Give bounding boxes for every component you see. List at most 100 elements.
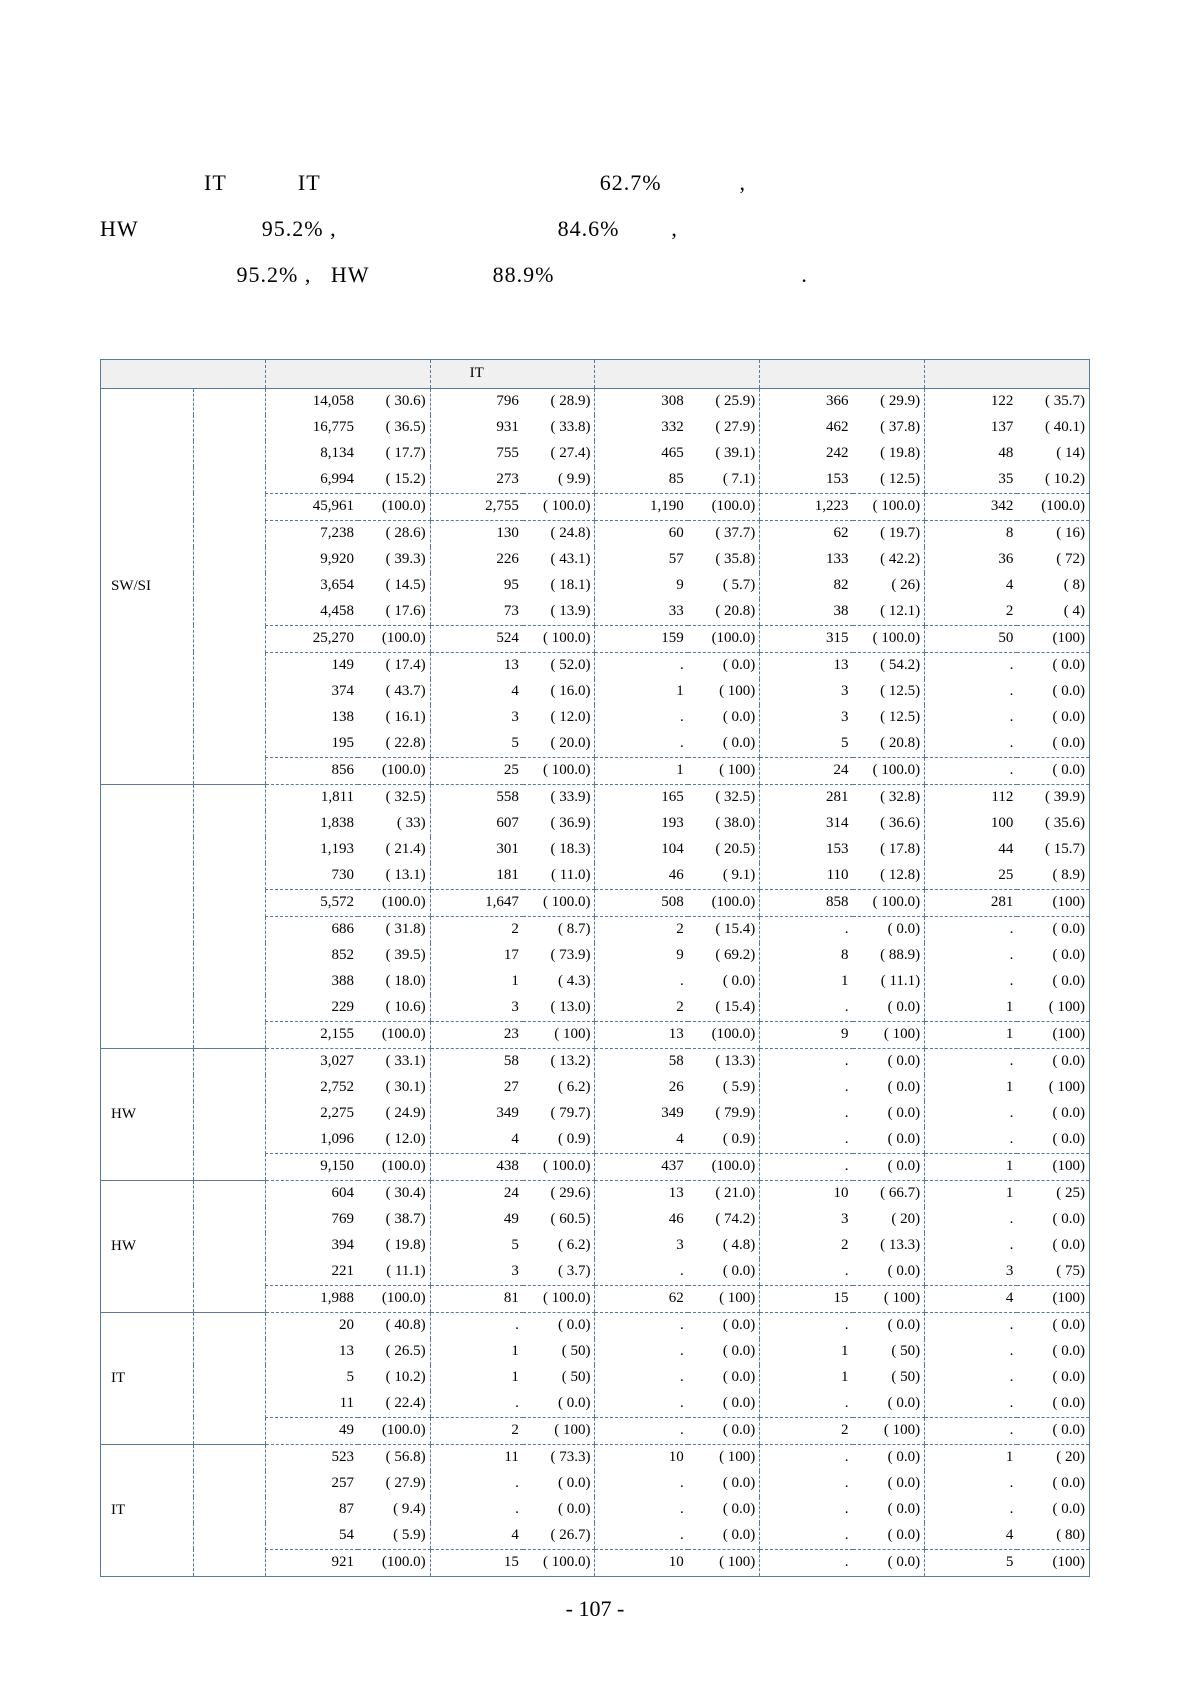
table-cell: ( 20.8) [688, 599, 760, 626]
table-cell: 58 [595, 1048, 688, 1075]
table-cell: . [760, 1391, 853, 1418]
table-cell: ( 37.7) [688, 520, 760, 547]
table-cell: ( 100.0) [523, 1549, 595, 1576]
table-cell: 57 [595, 547, 688, 573]
table-cell: ( 40.8) [358, 1312, 430, 1339]
table-cell: 1 [925, 995, 1018, 1022]
table-cell: ( 0.0) [523, 1471, 595, 1497]
table-cell: . [760, 1497, 853, 1523]
table-cell: ( 20) [853, 1207, 925, 1233]
table-cell: ( 39.9) [1017, 784, 1089, 811]
table-cell: . [760, 1259, 853, 1286]
table-cell: 3 [925, 1259, 1018, 1286]
table-cell: . [595, 1312, 688, 1339]
table-cell: 10 [595, 1444, 688, 1471]
table-cell: ( 17.8) [853, 837, 925, 863]
table-cell: ( 100) [1017, 1075, 1089, 1101]
table-cell: 62 [595, 1285, 688, 1312]
table-cell: 388 [265, 969, 358, 995]
table-cell: 8 [760, 943, 853, 969]
table-cell: 852 [265, 943, 358, 969]
table-cell: ( 32.5) [358, 784, 430, 811]
table-cell: 25 [925, 863, 1018, 890]
table-cell: 3 [595, 1233, 688, 1259]
table-cell: ( 9.1) [688, 863, 760, 890]
table-header-cell [595, 359, 688, 388]
table-cell: 921 [265, 1549, 358, 1576]
table-cell: 2 [430, 916, 523, 943]
table-cell: 394 [265, 1233, 358, 1259]
table-cell: ( 0.0) [1017, 1233, 1089, 1259]
table-cell: 5 [430, 1233, 523, 1259]
table-cell: ( 100.0) [853, 493, 925, 520]
table-cell: . [925, 705, 1018, 731]
table-cell: 315 [760, 625, 853, 652]
table-cell: 14,058 [265, 388, 358, 415]
table-cell: (100.0) [358, 889, 430, 916]
table-cell: ( 66.7) [853, 1180, 925, 1207]
table-cell: ( 27.9) [688, 415, 760, 441]
table-cell: 3 [760, 1207, 853, 1233]
table-cell: 349 [430, 1101, 523, 1127]
table-cell: 5,572 [265, 889, 358, 916]
table-cell: 349 [595, 1101, 688, 1127]
table-cell: ( 33.8) [523, 415, 595, 441]
table-cell: . [430, 1471, 523, 1497]
table-cell: ( 0.0) [853, 1549, 925, 1576]
table-cell: 149 [265, 652, 358, 679]
table-cell: ( 13.3) [853, 1233, 925, 1259]
table-cell: ( 18.3) [523, 837, 595, 863]
table-cell: 104 [595, 837, 688, 863]
table-cell: 45,961 [265, 493, 358, 520]
table-cell: 193 [595, 811, 688, 837]
table-cell: ( 21.4) [358, 837, 430, 863]
table-cell: ( 17.4) [358, 652, 430, 679]
table-cell: ( 30.6) [358, 388, 430, 415]
table-cell: 49 [430, 1207, 523, 1233]
table-cell: 5 [925, 1549, 1018, 1576]
table-cell: . [925, 1207, 1018, 1233]
table-cell: (100.0) [688, 1153, 760, 1180]
section-label: HW [101, 1180, 194, 1312]
table-cell: 195 [265, 731, 358, 758]
table-cell: ( 73.9) [523, 943, 595, 969]
section-label [101, 784, 194, 1048]
table-cell: ( 0.0) [853, 1259, 925, 1286]
table-cell: 138 [265, 705, 358, 731]
table-cell: 165 [595, 784, 688, 811]
table-cell: ( 100.0) [523, 1285, 595, 1312]
table-cell: ( 100) [1017, 995, 1089, 1022]
table-cell: ( 39.3) [358, 547, 430, 573]
table-cell: ( 13.1) [358, 863, 430, 890]
table-cell: ( 0.0) [1017, 1207, 1089, 1233]
table-cell: 1,988 [265, 1285, 358, 1312]
table-cell: ( 28.9) [523, 388, 595, 415]
table-cell: ( 10.6) [358, 995, 430, 1022]
table-cell: ( 33) [358, 811, 430, 837]
table-cell: ( 0.0) [1017, 731, 1089, 758]
table-cell: 465 [595, 441, 688, 467]
table-cell: ( 100) [853, 1417, 925, 1444]
table-cell: ( 19.8) [853, 441, 925, 467]
table-cell: ( 100.0) [853, 625, 925, 652]
table-cell: ( 10.2) [358, 1365, 430, 1391]
table-cell: . [595, 1391, 688, 1418]
table-cell: ( 13.0) [523, 995, 595, 1022]
table-cell: ( 0.0) [1017, 1391, 1089, 1418]
table-cell: ( 12.8) [853, 863, 925, 890]
table-cell: 100 [925, 811, 1018, 837]
table-cell: . [925, 1233, 1018, 1259]
table-cell: ( 0.0) [688, 1365, 760, 1391]
table-cell: 3,654 [265, 573, 358, 599]
table-cell: ( 75) [1017, 1259, 1089, 1286]
table-cell: . [760, 1127, 853, 1154]
table-cell: . [760, 916, 853, 943]
table-cell: (100.0) [358, 1153, 430, 1180]
table-cell: (100.0) [358, 1549, 430, 1576]
table-cell: 508 [595, 889, 688, 916]
table-cell: 301 [430, 837, 523, 863]
table-cell: (100.0) [688, 625, 760, 652]
table-header-cell [1017, 359, 1089, 388]
table-cell: ( 11.0) [523, 863, 595, 890]
table-cell: ( 100.0) [853, 757, 925, 784]
